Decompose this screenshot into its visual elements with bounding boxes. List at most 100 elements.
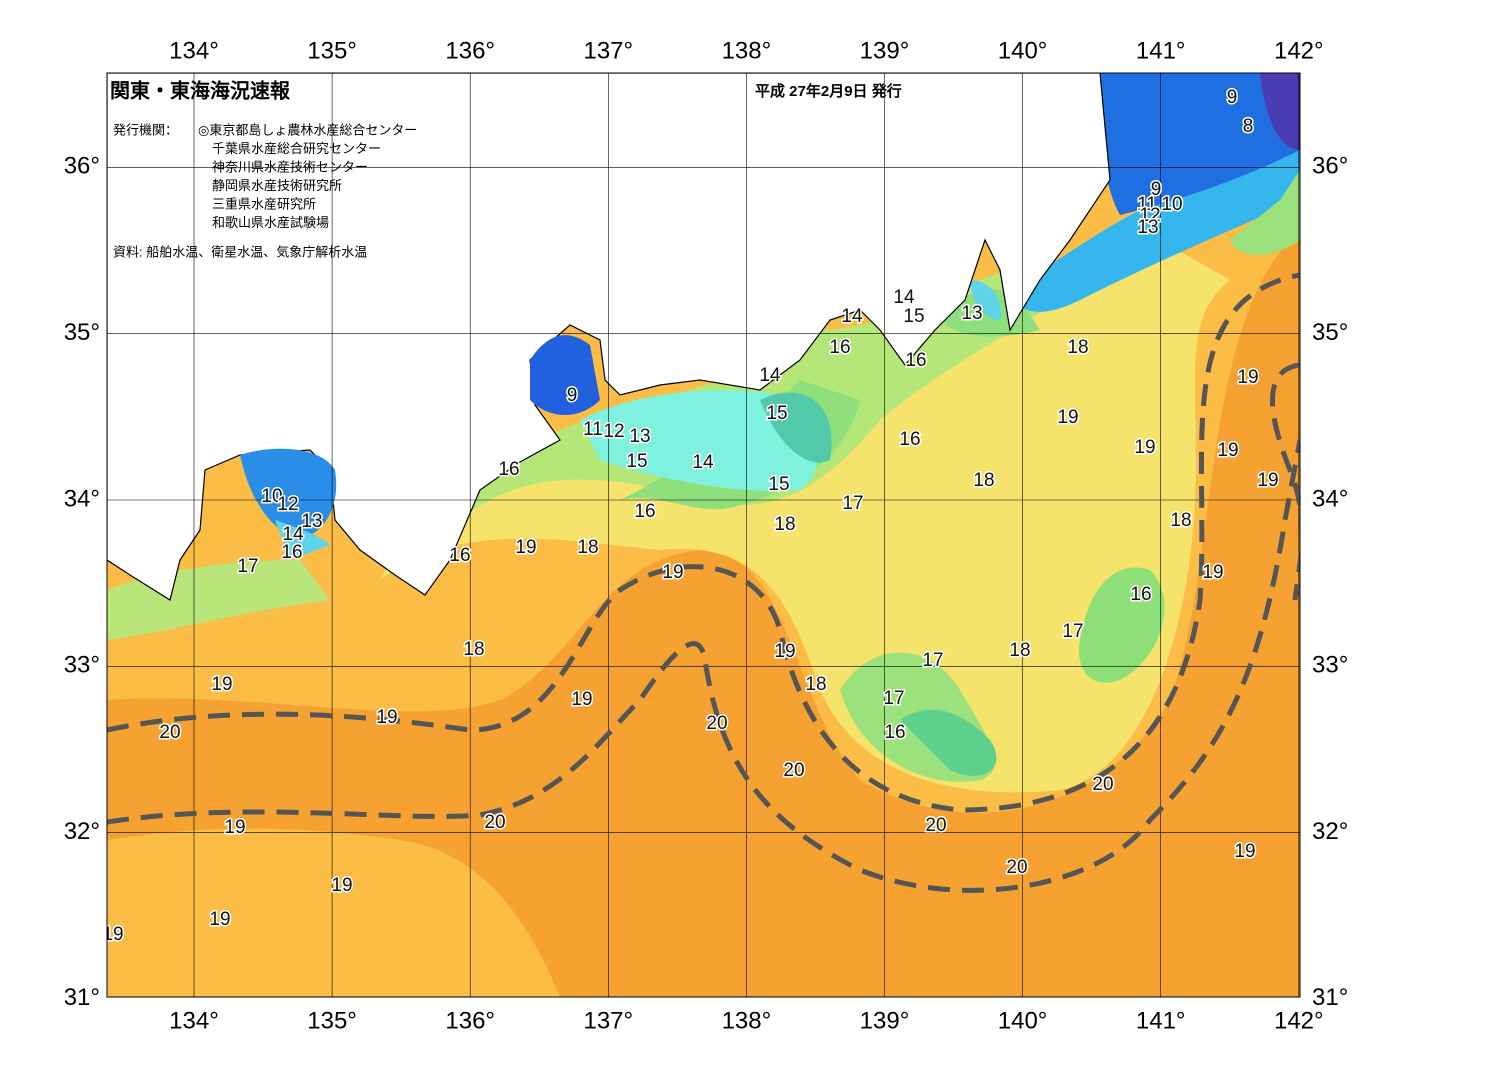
lat-label: 33° [1312, 652, 1348, 679]
contour-label: 16 [498, 459, 519, 480]
contour-label: 18 [577, 537, 598, 558]
issuer: 千葉県水産総合研究センター [212, 141, 381, 156]
sea-9 [530, 335, 600, 415]
contour-label: 18 [1009, 640, 1030, 661]
lat-label: 35° [64, 319, 100, 346]
contour-label: 14 [841, 306, 863, 327]
sea-20 [107, 230, 1300, 997]
contour-label: 20 [706, 713, 727, 734]
contour-label: 20 [484, 812, 505, 833]
contour-label: 14 [759, 365, 781, 386]
lon-label: 140° [998, 1007, 1048, 1034]
lon-label: 140° [998, 37, 1048, 64]
contour-label: 10 [1161, 194, 1182, 215]
contour-label: 13 [301, 511, 322, 532]
contour-label: 19 [331, 875, 352, 896]
contour-label: 9 [1151, 179, 1162, 200]
contour-label: 16 [829, 337, 850, 358]
contour-label: 13 [1137, 217, 1158, 238]
sea-18 [380, 240, 1230, 793]
lon-label: 142° [1274, 1007, 1324, 1034]
contour-label: 17 [1062, 621, 1083, 642]
lon-label: 134° [169, 1007, 219, 1034]
contour-label: 9 [567, 385, 578, 406]
lat-label: 35° [1312, 319, 1348, 346]
contour-label: 15 [626, 451, 647, 472]
sea-13 [275, 520, 330, 560]
contour-label: 19 [1237, 367, 1258, 388]
contour-label: 19 [209, 909, 230, 930]
lon-label: 136° [445, 37, 495, 64]
sea-15 [900, 709, 997, 776]
sea-16 [1079, 567, 1165, 683]
contour-label: 19 [662, 562, 683, 583]
lon-label: 139° [860, 37, 910, 64]
contour-label: 19 [515, 537, 536, 558]
contour-label: 19 [102, 924, 123, 945]
title: 関東・東海海況速報 [110, 78, 291, 102]
issuer: 三重県水産研究所 [212, 196, 316, 211]
contour-label: 20 [925, 815, 946, 836]
contour-label: 13 [629, 426, 650, 447]
kuroshio-axis [107, 272, 1300, 813]
contour-label: 10 [261, 486, 282, 507]
issuer: 静岡県水産技術研究所 [212, 178, 342, 193]
contour-label: 19 [1202, 562, 1223, 583]
sea-10 [1100, 73, 1300, 215]
lat-label: 33° [64, 652, 100, 679]
issuers: ◎東京都島しょ農林水産総合センター千葉県水産総合研究センター神奈川県水産技術セン… [198, 122, 417, 230]
contour-label: 19 [376, 707, 397, 728]
contour-label: 19 [1234, 841, 1255, 862]
contour-label: 12 [277, 494, 298, 515]
kuroshio-axis [1270, 362, 1300, 601]
contour-label: 16 [449, 545, 470, 566]
sea-14 [580, 390, 818, 491]
kuroshio-axis [107, 439, 1300, 893]
contour-label: 16 [281, 542, 302, 563]
contour-label: 19 [571, 689, 592, 710]
issuer: 神奈川県水産技術センター [212, 159, 368, 174]
map-frame [106, 72, 1301, 998]
graticule [107, 73, 1300, 997]
contour-label: 8 [1243, 116, 1254, 137]
contour-label: 17 [883, 688, 904, 709]
sea-16 [1230, 170, 1300, 255]
contour-label: 18 [1170, 510, 1191, 531]
sea-10 [240, 448, 337, 540]
lon-label: 139° [860, 1007, 910, 1034]
contour-label: 15 [766, 403, 787, 424]
contour-label: 17 [922, 650, 943, 671]
lon-label: 138° [722, 37, 772, 64]
lat-label: 36° [64, 153, 100, 180]
lat-label: 34° [1312, 485, 1348, 512]
lat-label: 36° [1312, 153, 1348, 180]
issuer-label: 発行機関： [113, 122, 178, 137]
contour-label: 19 [224, 817, 245, 838]
contour-label: 20 [1092, 774, 1113, 795]
lon-label: 135° [307, 1007, 357, 1034]
contour-label: 19 [1057, 407, 1078, 428]
contour-label: 12 [1139, 205, 1160, 226]
contour-label: 15 [903, 306, 924, 327]
date: 平成 27年2月9日 発行 [755, 82, 902, 100]
contour-label: 15 [768, 474, 789, 495]
contour-label: 20 [783, 760, 804, 781]
issuer: ◎東京都島しょ農林水産総合センター [198, 122, 417, 137]
contour-label: 14 [692, 452, 714, 473]
lat-label: 32° [1312, 818, 1348, 845]
contour-label: 17 [842, 493, 863, 514]
lon-label: 141° [1136, 37, 1186, 64]
contour-label: 17 [237, 556, 258, 577]
lon-label: 138° [722, 1007, 772, 1034]
contour-label: 14 [282, 524, 304, 545]
lat-label: 34° [64, 485, 100, 512]
contour-label: 16 [899, 429, 920, 450]
contour-label: 13 [961, 303, 982, 324]
lat-label: 32° [64, 818, 100, 845]
lon-label: 137° [583, 37, 633, 64]
contour-label: 19 [211, 674, 232, 695]
sea-13 [970, 280, 1001, 320]
contour-label: 18 [805, 674, 826, 695]
